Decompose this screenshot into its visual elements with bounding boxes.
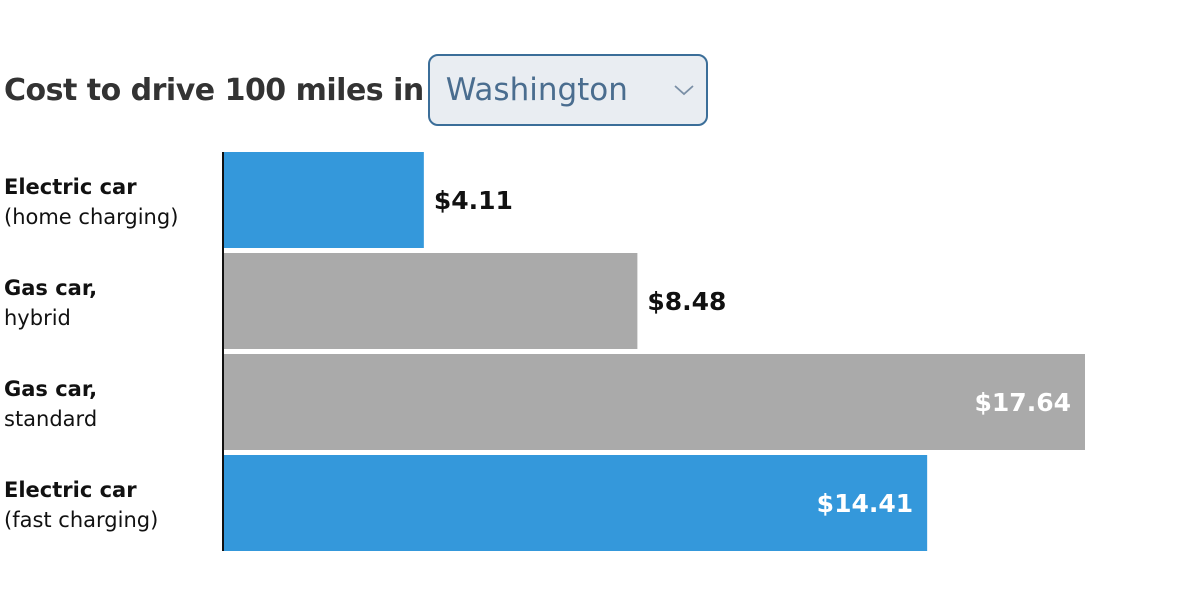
location-select[interactable]: Washington (427, 54, 708, 126)
bar-3 (223, 354, 1085, 450)
category-label-2: Gas car, (4, 276, 97, 300)
category-detail-1: (home charging) (4, 205, 178, 229)
category-detail-2: hybrid (4, 306, 71, 330)
category-detail-4: (fast charging) (4, 508, 158, 532)
value-label-3: $17.64 (975, 388, 1071, 417)
chevron-down-icon (674, 85, 694, 96)
bar-4 (223, 455, 928, 551)
value-label-1: $4.11 (434, 186, 513, 215)
category-label-3: Gas car, (4, 377, 97, 401)
value-label-2: $8.48 (647, 287, 726, 316)
category-detail-3: standard (4, 407, 97, 431)
chart-title: Cost to drive 100 miles in (4, 72, 424, 108)
bar-1 (223, 152, 424, 248)
category-label-1: Electric car (4, 175, 137, 199)
bar-2 (223, 253, 638, 349)
value-label-4: $14.41 (817, 489, 913, 518)
location-select-value: Washington (445, 72, 628, 108)
chart-header: Cost to drive 100 miles in Washington (4, 52, 708, 128)
category-label-4: Electric car (4, 478, 137, 502)
